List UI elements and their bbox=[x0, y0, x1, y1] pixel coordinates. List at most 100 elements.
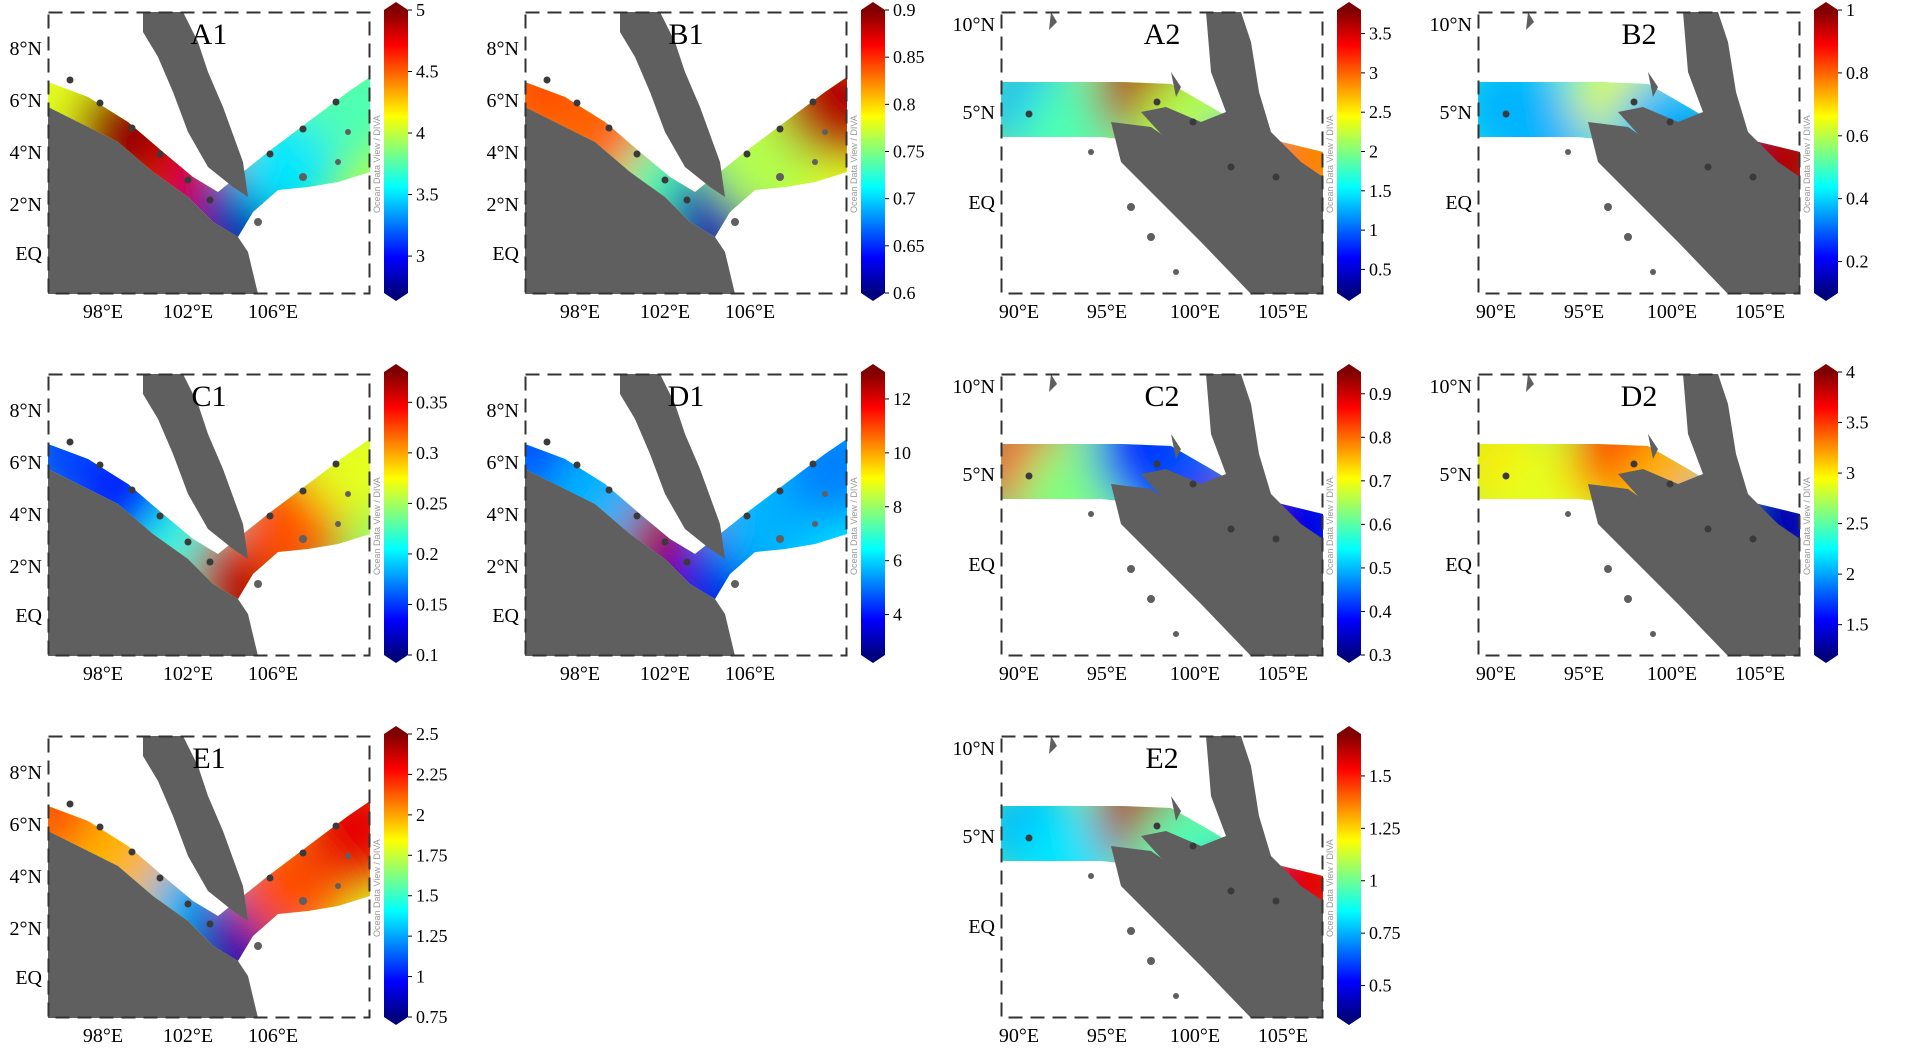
island bbox=[776, 173, 784, 181]
island bbox=[1604, 203, 1612, 211]
map-area bbox=[47, 11, 371, 295]
station-marker bbox=[266, 874, 274, 882]
land-mass bbox=[48, 202, 76, 252]
station-marker bbox=[1025, 472, 1033, 480]
y-tick-label: 10°N bbox=[953, 14, 995, 36]
land-mass bbox=[143, 12, 248, 197]
y-tick-label: 4°N bbox=[10, 504, 42, 526]
station-marker bbox=[1272, 535, 1280, 543]
y-tick-label: 2°N bbox=[10, 556, 42, 578]
map-frame bbox=[524, 373, 848, 657]
panel-d1: D1 98°E 102°E 106°E 8°N 6°N 4°N 2°N EQ Ocean Data… bbox=[487, 364, 911, 685]
colorbar-tick-label: 12 bbox=[893, 389, 911, 409]
land-mass bbox=[1049, 374, 1057, 392]
station-marker bbox=[661, 176, 669, 184]
land-mass bbox=[143, 736, 248, 921]
land-mass bbox=[620, 374, 725, 559]
colorbar-tick-label: 0.15 bbox=[416, 594, 448, 614]
colorbar-tick-label: 0.75 bbox=[893, 142, 925, 162]
colorbar-min-arrow bbox=[384, 655, 408, 663]
colorbar-min-arrow bbox=[861, 655, 885, 663]
island bbox=[1127, 927, 1135, 935]
island bbox=[1277, 238, 1285, 246]
station-marker bbox=[1189, 480, 1197, 488]
island bbox=[1147, 595, 1155, 603]
panel-title: A1 bbox=[191, 18, 228, 51]
colorbar bbox=[1337, 372, 1361, 655]
colorbar-tick-label: 10 bbox=[893, 443, 911, 463]
x-tick-label: 100°E bbox=[1170, 1025, 1220, 1047]
island bbox=[82, 860, 94, 872]
island bbox=[822, 491, 828, 497]
panel-title: C1 bbox=[191, 380, 226, 413]
colorbar-tick-label: 4.5 bbox=[416, 62, 439, 82]
station-marker bbox=[1189, 118, 1197, 126]
x-tick-label: 100°E bbox=[1647, 663, 1697, 685]
colorbar-tick-label: 0.7 bbox=[1369, 471, 1392, 491]
colorbar-tick-label: 0.9 bbox=[893, 0, 916, 20]
y-tick-label: 8°N bbox=[10, 400, 42, 422]
colorbar-watermark: Ocean Data View / DIVA bbox=[372, 115, 382, 213]
colorbar-tick-label: 0.8 bbox=[1369, 427, 1392, 447]
colorbar-watermark: Ocean Data View / DIVA bbox=[1802, 477, 1812, 575]
island bbox=[299, 535, 307, 543]
island bbox=[103, 157, 113, 167]
island bbox=[335, 521, 341, 527]
colorbar-tick-label: 2.5 bbox=[1846, 514, 1869, 534]
colorbar-max-arrow bbox=[384, 2, 408, 10]
x-tick-label: 98°E bbox=[83, 663, 123, 685]
x-tick-label: 90°E bbox=[999, 663, 1039, 685]
station-marker bbox=[332, 460, 340, 468]
colorbar-tick-label: 0.7 bbox=[893, 189, 916, 209]
y-tick-label: 5°N bbox=[963, 464, 995, 486]
y-tick-label: EQ bbox=[968, 916, 995, 938]
x-tick-label: 98°E bbox=[560, 301, 600, 323]
colorbar bbox=[384, 734, 408, 1017]
y-tick-label: 2°N bbox=[487, 556, 519, 578]
colorbar-tick-label: 2 bbox=[416, 805, 425, 825]
colorbar-tick-label: 0.6 bbox=[893, 283, 916, 303]
land-mass bbox=[525, 202, 553, 252]
land-mass bbox=[1111, 846, 1301, 1018]
colorbar bbox=[1814, 372, 1838, 655]
map-area bbox=[1000, 735, 1324, 1019]
station-marker bbox=[1227, 887, 1235, 895]
island bbox=[103, 519, 113, 529]
colorbar-min-arrow bbox=[1337, 655, 1361, 663]
colorbar-tick-label: 6 bbox=[893, 551, 902, 571]
station-marker bbox=[332, 98, 340, 106]
island bbox=[776, 535, 784, 543]
station-marker bbox=[66, 76, 74, 84]
colorbar-tick-label: 2.5 bbox=[416, 724, 439, 744]
colorbar-tick-label: 3 bbox=[1369, 63, 1378, 83]
colorbar bbox=[384, 372, 408, 655]
station-marker bbox=[1153, 98, 1161, 106]
colorbar-min-arrow bbox=[1337, 293, 1361, 301]
colorbar-tick-label: 4 bbox=[416, 123, 425, 143]
island bbox=[1604, 565, 1612, 573]
panel-e2: E2 90°E 95°E 100°E 105°E 10°N 5°N EQ Ocean Data … bbox=[953, 726, 1401, 1047]
x-tick-label: 90°E bbox=[999, 301, 1039, 323]
map-frame bbox=[1477, 11, 1801, 295]
land-mass bbox=[1618, 374, 1800, 656]
colorbar-tick-label: 0.8 bbox=[1846, 63, 1869, 83]
land-mass bbox=[1588, 122, 1778, 294]
station-marker bbox=[184, 538, 192, 546]
colorbar-max-arrow bbox=[861, 2, 885, 10]
island bbox=[1277, 600, 1285, 608]
station-marker bbox=[743, 150, 751, 158]
y-tick-label: EQ bbox=[1445, 192, 1472, 214]
station-marker bbox=[299, 849, 307, 857]
map-frame bbox=[1477, 373, 1801, 657]
land-mass bbox=[48, 469, 258, 656]
station-marker bbox=[683, 558, 691, 566]
colorbar-tick-label: 0.85 bbox=[893, 47, 925, 67]
station-marker bbox=[206, 920, 214, 928]
y-tick-label: 6°N bbox=[487, 452, 519, 474]
colorbar bbox=[861, 372, 885, 655]
land-mass bbox=[1526, 374, 1534, 392]
colorbar-tick-label: 2 bbox=[1846, 564, 1855, 584]
island bbox=[1127, 203, 1135, 211]
colorbar-tick-label: 1 bbox=[416, 967, 425, 987]
